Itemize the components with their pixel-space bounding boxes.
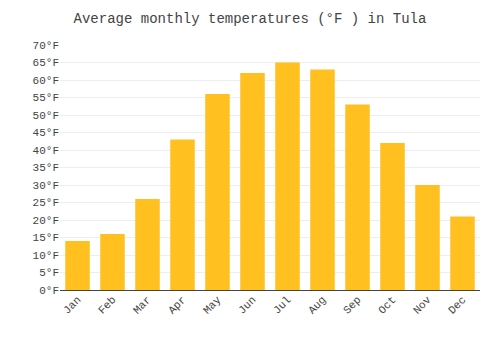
svg-text:40°F: 40°F xyxy=(33,145,59,157)
svg-text:Oct: Oct xyxy=(376,294,398,316)
svg-text:Sep: Sep xyxy=(341,294,363,316)
svg-text:50°F: 50°F xyxy=(33,110,59,122)
svg-text:Dec: Dec xyxy=(446,294,468,316)
svg-text:Feb: Feb xyxy=(96,294,118,316)
svg-text:15°F: 15°F xyxy=(33,232,59,244)
svg-text:Aug: Aug xyxy=(306,294,328,316)
svg-text:Apr: Apr xyxy=(166,294,188,316)
svg-text:Jul: Jul xyxy=(271,294,293,316)
svg-text:70°F: 70°F xyxy=(33,40,59,52)
svg-text:Nov: Nov xyxy=(411,294,434,317)
svg-text:0°F: 0°F xyxy=(39,285,59,297)
svg-text:55°F: 55°F xyxy=(33,92,59,104)
svg-text:Average monthly temperatures (: Average monthly temperatures (°F ) in Tu… xyxy=(74,11,427,27)
svg-text:60°F: 60°F xyxy=(33,75,59,87)
svg-text:Jun: Jun xyxy=(236,294,258,316)
svg-text:May: May xyxy=(201,294,224,317)
svg-text:35°F: 35°F xyxy=(33,162,59,174)
svg-text:25°F: 25°F xyxy=(33,197,59,209)
svg-text:20°F: 20°F xyxy=(33,215,59,227)
svg-text:10°F: 10°F xyxy=(33,250,59,262)
svg-text:65°F: 65°F xyxy=(33,57,59,69)
svg-text:Jan: Jan xyxy=(61,294,83,316)
svg-text:Mar: Mar xyxy=(131,294,153,316)
svg-text:45°F: 45°F xyxy=(33,127,59,139)
svg-text:30°F: 30°F xyxy=(33,180,59,192)
svg-text:5°F: 5°F xyxy=(39,267,59,279)
